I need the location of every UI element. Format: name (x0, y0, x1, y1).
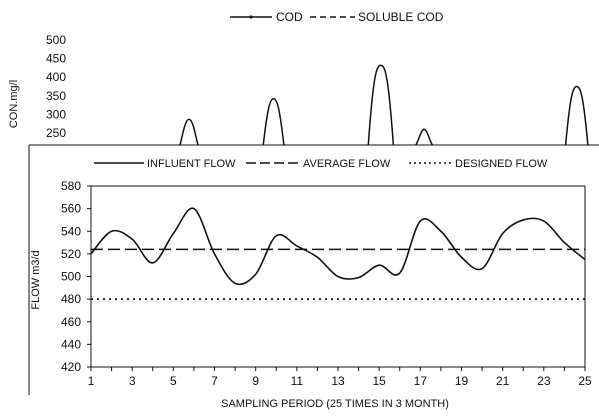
flow-y-tick-label: 440 (61, 337, 81, 351)
cod-peak-line (415, 128, 434, 146)
flow-x-tick-label: 25 (578, 374, 592, 388)
flow-y-tick-label: 460 (61, 315, 81, 329)
flow-y-tick-label: 500 (61, 270, 81, 284)
cod-peak-line (564, 85, 589, 146)
flow-y-tick-label: 560 (61, 202, 81, 216)
cod-peak-line (262, 98, 285, 146)
flow-panel: INFLUENT FLOW AVERAGE FLOW DESIGNED FLOW… (28, 144, 599, 410)
cod-series (179, 64, 589, 146)
cod-peak-line (367, 64, 395, 146)
influent-flow-line (90, 207, 586, 286)
flow-y-tick-label: 420 (61, 360, 81, 374)
flow-x-tick-label: 1 (88, 374, 95, 388)
cod-peak-line (179, 118, 199, 146)
legend-label-soluble-cod: SOLUBLE COD (358, 10, 444, 24)
cod-y-tick-label: 450 (46, 52, 66, 66)
cod-legend: COD SOLUBLE COD (230, 10, 444, 24)
legend-marker-cod (249, 15, 253, 19)
flow-x-tick-label: 23 (537, 374, 551, 388)
cod-y-tick-label: 300 (46, 107, 66, 121)
flow-x-tick-label: 19 (455, 374, 469, 388)
legend-label-influent-flow: INFLUENT FLOW (147, 158, 236, 170)
flow-x-tick-label: 3 (129, 374, 136, 388)
flow-y-tick-label: 540 (61, 224, 81, 238)
flow-x-tick-label: 11 (291, 374, 304, 388)
flow-y-axis-title: FLOW m3/d (30, 250, 42, 309)
cod-y-tick-label: 400 (46, 70, 66, 84)
cod-y-tick-label: 500 (46, 33, 66, 47)
flow-x-axis-title: SAMPLING PERIOD (25 TIMES IN 3 MONTH) (221, 398, 449, 410)
flow-x-tick-label: 9 (252, 374, 259, 388)
cod-panel: COD SOLUBLE COD CON.mg/l 250 300 350 400 450… (8, 10, 589, 146)
flow-y-tick-label: 580 (61, 179, 81, 193)
legend-label-designed-flow: DESIGNED FLOW (455, 158, 548, 170)
flow-series (90, 207, 586, 301)
flow-x-tick-labels: 1 3 5 7 9 11 13 15 17 19 21 23 25 (88, 367, 592, 388)
cod-y-axis-title: CON.mg/l (8, 80, 20, 128)
cod-y-tick-label: 250 (46, 126, 66, 140)
flow-x-tick-label: 21 (496, 374, 510, 388)
flow-x-tick-label: 15 (372, 374, 386, 388)
legend-label-average-flow: AVERAGE FLOW (303, 158, 391, 170)
flow-x-tick-label: 7 (211, 374, 218, 388)
flow-x-tick-label: 5 (170, 374, 177, 388)
flow-legend: INFLUENT FLOW AVERAGE FLOW DESIGNED FLOW (94, 158, 548, 170)
flow-y-tick-label: 520 (61, 247, 81, 261)
flow-x-tick-label: 17 (414, 374, 428, 388)
legend-label-cod: COD (276, 10, 303, 24)
cod-y-tick-label: 350 (46, 89, 66, 103)
flow-x-tick-label: 13 (331, 374, 345, 388)
flow-y-tick-labels: 420 440 460 480 500 520 540 560 580 (61, 179, 91, 374)
flow-y-tick-label: 480 (61, 292, 81, 306)
cod-y-tick-labels: 250 300 350 400 450 500 (46, 33, 66, 140)
